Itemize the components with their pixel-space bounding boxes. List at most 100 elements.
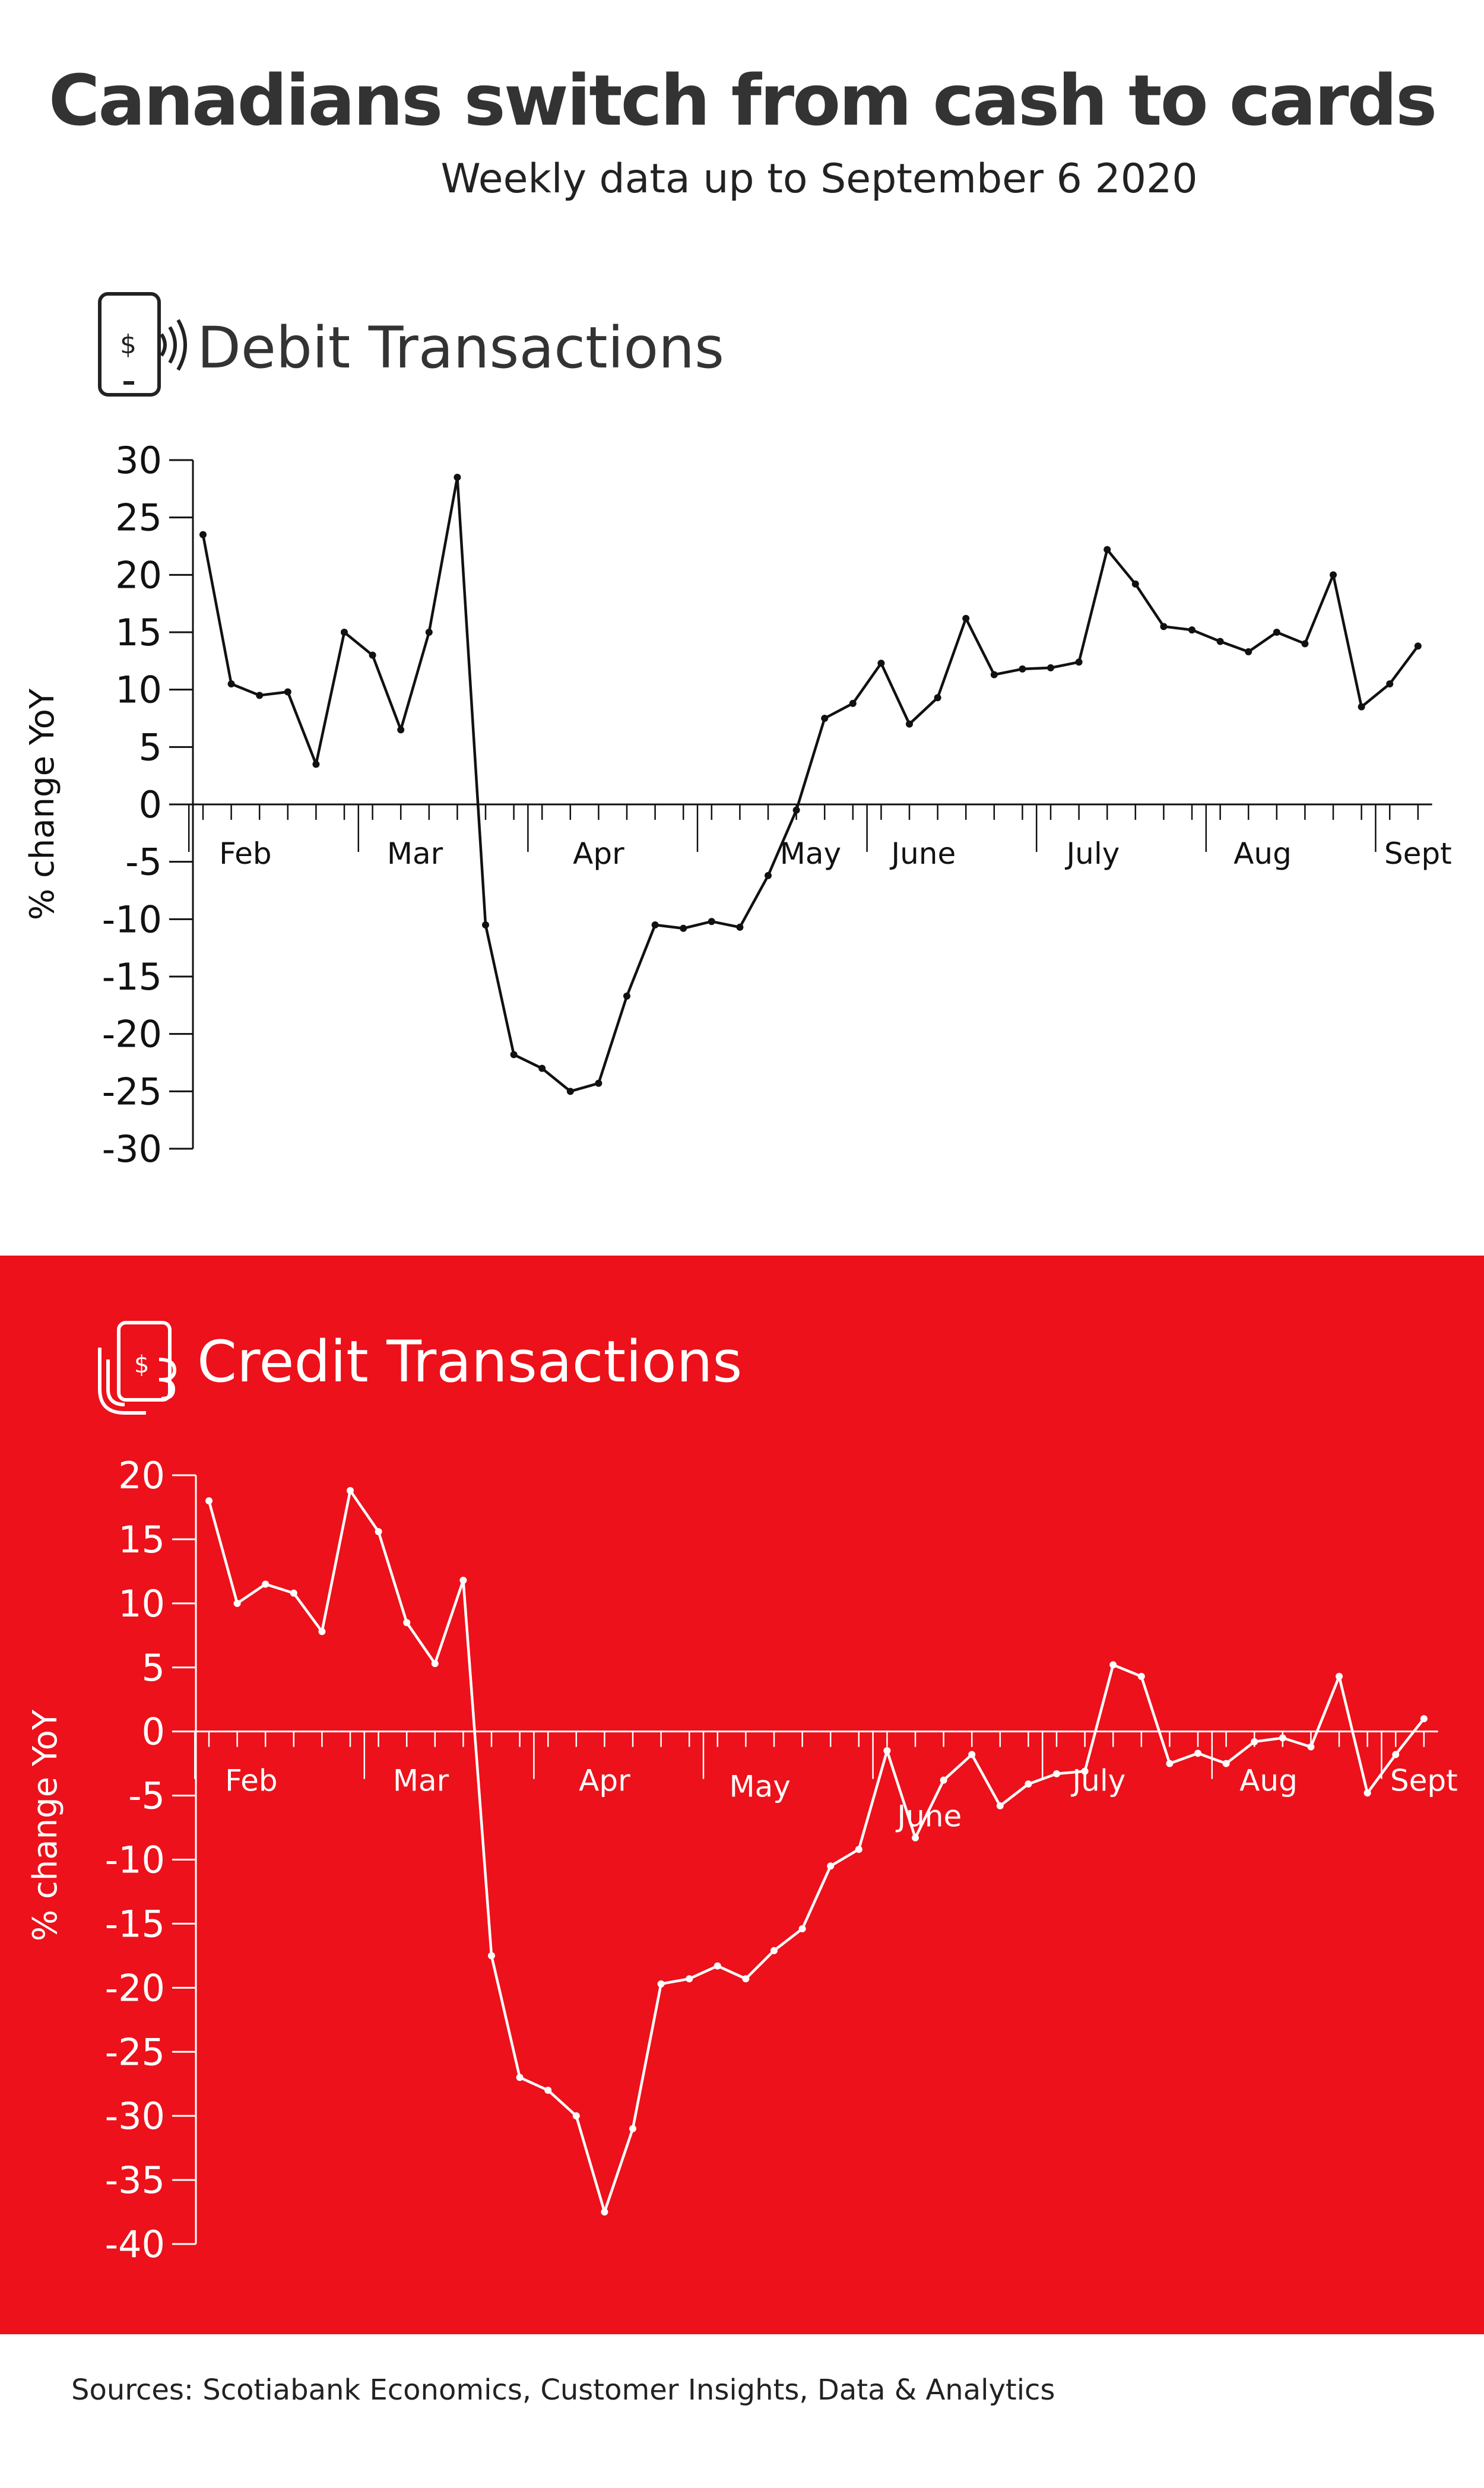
data-point [1194, 1749, 1201, 1757]
y-tick-label: 25 [115, 496, 162, 540]
contactless-phone-icon: $ [95, 288, 190, 401]
x-month-label: May [780, 836, 841, 871]
x-month-label: Sept [1390, 1764, 1458, 1798]
data-point [1307, 1743, 1315, 1751]
hand-holding-phone-icon: $ [95, 1318, 190, 1419]
data-point [510, 1051, 518, 1058]
data-point [1109, 1661, 1117, 1669]
data-point [312, 760, 320, 768]
data-point [595, 1079, 603, 1087]
data-point [821, 715, 829, 722]
x-month-label: July [1070, 1764, 1125, 1798]
data-point [256, 692, 264, 699]
data-point [1358, 703, 1365, 711]
y-tick-label: 10 [118, 1582, 165, 1625]
y-tick-label: -15 [102, 955, 162, 999]
y-tick-label: 0 [142, 1710, 165, 1754]
x-month-label: Feb [225, 1764, 278, 1798]
data-point [454, 474, 461, 481]
data-point [968, 1751, 976, 1758]
data-point [284, 688, 291, 696]
data-point [566, 1088, 574, 1095]
data-point [792, 806, 800, 814]
data-point [686, 1975, 693, 1983]
data-point [347, 1487, 354, 1494]
credit-panel [0, 1256, 1484, 2334]
data-point [996, 1802, 1004, 1809]
data-point [544, 2087, 552, 2094]
data-point [369, 651, 376, 659]
x-month-label: June [889, 836, 956, 871]
y-tick-label: -30 [105, 2094, 165, 2138]
credit-chart: 20 15 10 5 0 -5 -10 -15 -20 -25 -30 -35 -40 % change … [26, 1454, 1458, 2266]
y-tick-label: 30 [115, 439, 162, 482]
data-point [431, 1660, 439, 1668]
y-tick-label: -10 [105, 1839, 165, 1882]
data-point [601, 2208, 608, 2216]
x-month-label: Apr [573, 836, 624, 871]
y-tick-label: -30 [102, 1127, 162, 1171]
data-point [714, 1962, 721, 1970]
data-point [1047, 664, 1054, 671]
data-point [488, 1952, 495, 1960]
data-point [375, 1527, 382, 1535]
sources-note: Sources: Scotiabank Economics, Customer … [71, 2373, 1055, 2407]
data-point [1104, 546, 1111, 553]
data-point [629, 2125, 636, 2132]
y-tick-label: -40 [105, 2223, 165, 2266]
data-point [680, 924, 687, 932]
data-point [1081, 1767, 1089, 1775]
data-point [883, 1747, 891, 1755]
data-point [765, 871, 772, 879]
y-tick-label: -25 [102, 1070, 162, 1113]
y-tick-label: 20 [118, 1454, 165, 1497]
data-point [1414, 642, 1422, 650]
data-point [934, 694, 941, 702]
y-tick-label: 20 [115, 553, 162, 597]
data-point [1216, 638, 1224, 645]
data-point [262, 1580, 269, 1588]
series-line [201, 476, 1419, 1093]
data-point [736, 923, 744, 931]
data-point [397, 726, 405, 734]
data-point [1301, 640, 1309, 648]
y-tick-label: 5 [142, 1646, 165, 1690]
data-point [1075, 658, 1083, 666]
data-point [1131, 580, 1139, 588]
data-point [1137, 1672, 1145, 1680]
data-point [1273, 629, 1280, 636]
data-point [990, 671, 998, 679]
data-point [341, 629, 348, 636]
data-point [1279, 1734, 1286, 1742]
y-tick-label: 10 [115, 668, 162, 712]
y-tick-label: -5 [125, 841, 162, 884]
data-point [708, 918, 715, 926]
x-month-label: Mar [393, 1764, 449, 1798]
data-point [1386, 680, 1394, 687]
data-point [798, 1925, 806, 1933]
page-subtitle: Weekly data up to September 6 2020 [440, 156, 1198, 202]
data-point [199, 531, 207, 538]
y-axis-title: % change YoY [23, 688, 62, 920]
data-point [425, 629, 433, 636]
x-month-label: Feb [219, 836, 272, 871]
y-tick-label: -35 [105, 2159, 165, 2202]
x-month-label: July [1064, 836, 1120, 871]
page-title: Canadians switch from cash to cards [48, 59, 1437, 141]
x-month-label: Aug [1239, 1764, 1298, 1798]
y-tick-label: 5 [139, 725, 162, 769]
y-tick-label: -10 [102, 898, 162, 941]
data-point [482, 921, 489, 928]
data-point [906, 720, 913, 728]
data-point [233, 1599, 241, 1607]
data-point [538, 1064, 546, 1072]
data-point [1160, 623, 1168, 630]
data-point [516, 2074, 524, 2081]
data-point [1053, 1770, 1060, 1777]
credit-chart-title: Credit Transactions [197, 1329, 743, 1395]
data-point [770, 1947, 778, 1954]
data-point [1251, 1738, 1258, 1745]
data-point [1166, 1760, 1174, 1767]
data-point [290, 1589, 297, 1597]
data-point [1025, 1780, 1032, 1788]
